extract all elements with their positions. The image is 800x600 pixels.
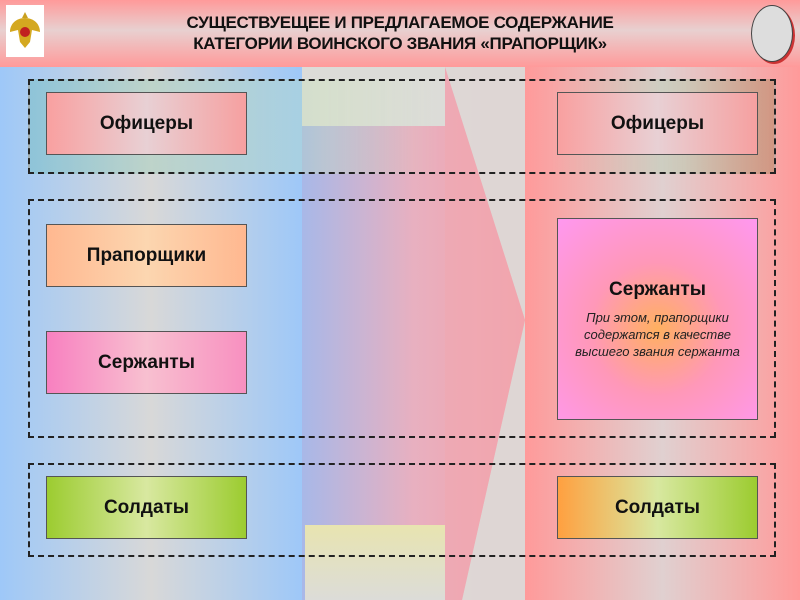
left-praporshchiki-box: Прапорщики <box>46 224 247 287</box>
page-title: СУЩЕСТВУЕЩЕЕ И ПРЕДЛАГАЕМОЕ СОДЕРЖАНИЕ К… <box>100 12 700 54</box>
right-officers-box: Офицеры <box>557 92 758 155</box>
right-soldaty-box: Солдаты <box>557 476 758 539</box>
title-line-1: СУЩЕСТВУЕЩЕЕ И ПРЕДЛАГАЕМОЕ СОДЕРЖАНИЕ <box>186 13 614 32</box>
header <box>0 0 800 67</box>
arrow-shaft-top <box>302 67 445 126</box>
title-line-2: КАТЕГОРИИ ВОИНСКОГО ЗВАНИЯ «ПРАПОРЩИК» <box>193 34 607 53</box>
left-soldaty-box: Солдаты <box>46 476 247 539</box>
eagle-emblem-icon <box>6 5 44 57</box>
middle-group <box>28 199 776 438</box>
right-serzhanty-label: Сержанты <box>609 278 706 300</box>
left-officers-box: Офицеры <box>46 92 247 155</box>
arrow-shaft-bottom <box>305 525 445 600</box>
serzhanty-note: При этом, прапорщики содержатся в качест… <box>575 309 740 359</box>
soldiers-group <box>28 463 776 557</box>
oval-button[interactable] <box>751 5 793 62</box>
right-serzhanty-box: Сержанты При этом, прапорщики содержатся… <box>557 218 758 420</box>
left-serzhanty-box: Сержанты <box>46 331 247 394</box>
